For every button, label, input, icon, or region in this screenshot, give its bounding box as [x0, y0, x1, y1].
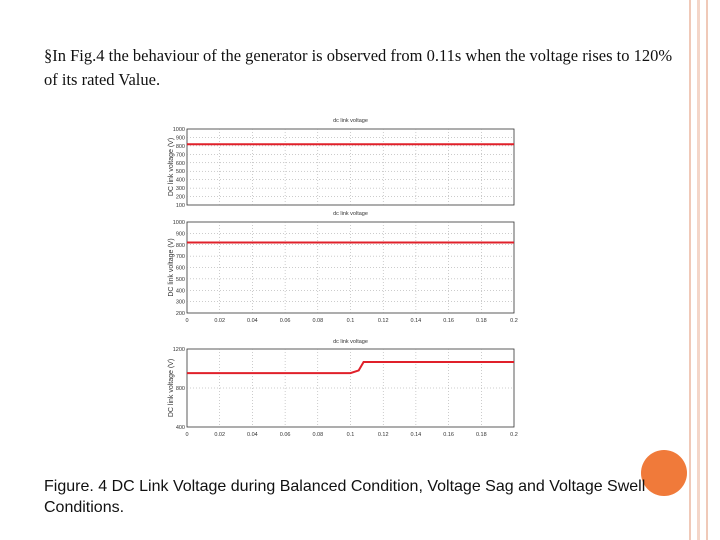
x-tick-label: 0.1	[347, 432, 355, 437]
y-tick-label: 700	[176, 152, 185, 158]
y-tick-label: 300	[176, 186, 185, 192]
chart-title: dc link voltage	[333, 118, 368, 124]
x-tick-label: 0.08	[312, 318, 323, 324]
x-tick-label: 0.08	[312, 432, 323, 437]
x-tick-label: 0	[185, 318, 188, 324]
y-tick-label: 500	[176, 169, 185, 175]
series-line	[187, 361, 514, 375]
y-axis-label: DC link voltage (V)	[168, 138, 175, 196]
chart-title: dc link voltage	[333, 339, 368, 345]
x-tick-label: 0.2	[510, 432, 518, 437]
y-axis-label: DC link voltage (V)	[168, 359, 175, 417]
bullet-paragraph: §In Fig.4 the behaviour of the generator…	[44, 44, 689, 92]
y-tick-label: 900	[176, 231, 185, 237]
y-tick-label: 800	[176, 386, 185, 392]
y-tick-label: 700	[176, 254, 185, 260]
x-tick-label: 0.14	[411, 432, 422, 437]
x-tick-label: 0.2	[510, 318, 518, 324]
x-tick-label: 0.1	[347, 318, 355, 324]
y-tick-label: 600	[176, 161, 185, 167]
bullet-glyph: §	[44, 46, 53, 65]
y-tick-label: 900	[176, 135, 185, 141]
y-tick-label: 300	[176, 300, 185, 306]
figure-4: 1000 900 800 700 600 500 400 300 200 100 dc link v…	[160, 112, 525, 442]
paragraph-text: In Fig.4 the behaviour of the generator …	[44, 46, 673, 89]
x-tick-label: 0.14	[411, 318, 422, 324]
x-tick-label: 0.06	[280, 318, 291, 324]
decorative-rail-right	[706, 0, 708, 540]
x-tick-label: 0.02	[214, 432, 225, 437]
x-tick-label: 0.18	[476, 318, 487, 324]
y-tick-label: 800	[176, 144, 185, 150]
x-tick-label: 0.18	[476, 432, 487, 437]
y-tick-label: 400	[176, 288, 185, 294]
x-tick-label: 0.04	[247, 318, 258, 324]
y-tick-label: 1000	[173, 220, 185, 226]
y-tick-label: 1000	[173, 127, 185, 133]
y-tick-label: 200	[176, 311, 185, 317]
y-tick-label: 200	[176, 195, 185, 201]
y-tick-label: 1200	[173, 347, 185, 353]
y-tick-label: 500	[176, 277, 185, 283]
y-axis-label: DC link voltage (V)	[168, 238, 175, 296]
y-tick-label: 100	[176, 203, 185, 209]
decorative-rail-middle	[697, 0, 700, 540]
x-tick-label: 0.04	[247, 432, 258, 437]
decorative-rail-left	[689, 0, 691, 540]
y-tick-label: 600	[176, 266, 185, 272]
y-tick-label: 400	[176, 178, 185, 184]
x-tick-label: 0	[185, 432, 188, 437]
x-tick-label: 0.12	[378, 432, 389, 437]
x-tick-label: 0.12	[378, 318, 389, 324]
figure-caption: Figure. 4 DC Link Voltage during Balance…	[44, 478, 646, 516]
y-tick-label: 400	[176, 425, 185, 431]
y-tick-label: 800	[176, 243, 185, 249]
plot-frame	[186, 128, 515, 206]
chart-title: dc link voltage	[333, 211, 368, 217]
x-tick-label: 0.02	[214, 318, 225, 324]
figure-chart-panels: 1000 900 800 700 600 500 400 300 200 100 dc link v…	[168, 118, 518, 438]
x-tick-label: 0.06	[280, 432, 291, 437]
x-tick-label: 0.16	[443, 432, 454, 437]
x-tick-label: 0.16	[443, 318, 454, 324]
orange-accent-circle	[641, 450, 687, 496]
